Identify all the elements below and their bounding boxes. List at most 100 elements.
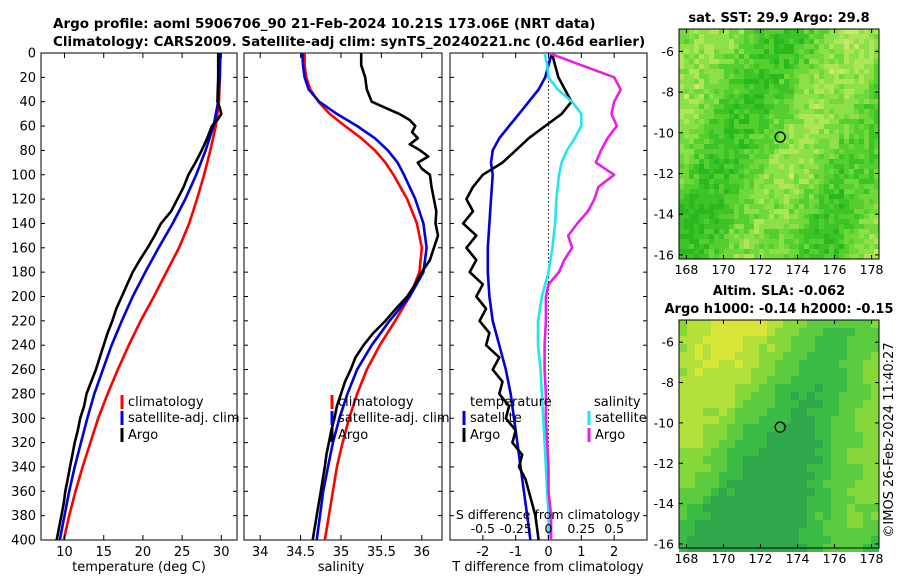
- map-cell: [775, 400, 783, 408]
- map-cell: [849, 214, 854, 219]
- map-cell: [869, 159, 874, 164]
- map-cell: [871, 480, 879, 488]
- map-cell: [679, 134, 684, 139]
- map-cell: [679, 432, 687, 440]
- map-cell: [784, 134, 789, 139]
- map-cell: [679, 144, 684, 149]
- map-cell: [799, 456, 807, 464]
- map-cell: [735, 416, 743, 424]
- map-cell: [864, 69, 869, 74]
- map-cell: [823, 416, 831, 424]
- map-cell: [849, 194, 854, 199]
- map-cell: [711, 424, 719, 432]
- map-cell: [769, 29, 774, 34]
- map-cell: [784, 249, 789, 254]
- map-cell: [679, 512, 687, 520]
- map-cell: [754, 244, 759, 249]
- map-cell: [823, 512, 831, 520]
- map-cell: [814, 134, 819, 139]
- map-cell: [863, 536, 871, 544]
- map-cell: [854, 194, 859, 199]
- map-cell: [759, 49, 764, 54]
- map-cell: [744, 184, 749, 189]
- map-cell: [854, 179, 859, 184]
- map-cell: [789, 34, 794, 39]
- map-cell: [694, 44, 699, 49]
- map-cell: [815, 416, 823, 424]
- map-cell: [729, 124, 734, 129]
- map-cell: [783, 512, 791, 520]
- map-cell: [744, 139, 749, 144]
- map-cell: [684, 199, 689, 204]
- map-cell: [759, 234, 764, 239]
- map-cell: [754, 134, 759, 139]
- map-cell: [799, 392, 807, 400]
- map-cell: [794, 79, 799, 84]
- map-cell: [689, 39, 694, 44]
- map-cell: [699, 79, 704, 84]
- map-cell: [759, 134, 764, 139]
- map-cell: [703, 464, 711, 472]
- map-cell: [814, 84, 819, 89]
- map-cell: [734, 169, 739, 174]
- map-cell: [854, 139, 859, 144]
- map-cell: [815, 352, 823, 360]
- map-cell: [754, 159, 759, 164]
- map-cell: [734, 209, 739, 214]
- map-cell: [709, 149, 714, 154]
- map-cell: [804, 214, 809, 219]
- map-cell: [799, 424, 807, 432]
- map-cell: [794, 34, 799, 39]
- map-cell: [854, 184, 859, 189]
- map-cell: [799, 184, 804, 189]
- map-cell: [784, 84, 789, 89]
- map-cell: [814, 159, 819, 164]
- map-cell: [815, 424, 823, 432]
- map-cell: [743, 352, 751, 360]
- map-cell: [694, 64, 699, 69]
- map-cell: [699, 184, 704, 189]
- map-cell: [834, 244, 839, 249]
- map-cell: [679, 376, 687, 384]
- map-cell: [799, 64, 804, 69]
- map-cell: [869, 209, 874, 214]
- map-cell: [751, 432, 759, 440]
- map-cell: [815, 408, 823, 416]
- map-cell: [714, 204, 719, 209]
- map-cell: [764, 169, 769, 174]
- map-cell: [855, 400, 863, 408]
- map-cell: [783, 480, 791, 488]
- map-cell: [699, 179, 704, 184]
- map-cell: [859, 194, 864, 199]
- map-cell: [749, 74, 754, 79]
- map-cell: [719, 392, 727, 400]
- map-cell: [871, 368, 879, 376]
- map-cell: [869, 49, 874, 54]
- map-cell: [799, 69, 804, 74]
- map-cell: [807, 392, 815, 400]
- map-cell: [769, 79, 774, 84]
- map-cell: [779, 199, 784, 204]
- map-cell: [794, 104, 799, 109]
- map-cell: [727, 472, 735, 480]
- map-cell: [687, 344, 695, 352]
- map-cell: [749, 34, 754, 39]
- map-cell: [767, 456, 775, 464]
- map-cell: [775, 376, 783, 384]
- map-cell: [789, 139, 794, 144]
- map-cell: [719, 59, 724, 64]
- map-cell: [874, 249, 879, 254]
- map-cell: [769, 209, 774, 214]
- map-cell: [799, 448, 807, 456]
- map-cell: [699, 29, 704, 34]
- map-cell: [779, 149, 784, 154]
- map-cell: [699, 159, 704, 164]
- map-cell: [704, 164, 709, 169]
- map-cell: [863, 352, 871, 360]
- map-cell: [779, 134, 784, 139]
- map-cell: [839, 49, 844, 54]
- map-cell: [844, 139, 849, 144]
- map-cell: [724, 114, 729, 119]
- map-cell: [864, 154, 869, 159]
- map-cell: [784, 159, 789, 164]
